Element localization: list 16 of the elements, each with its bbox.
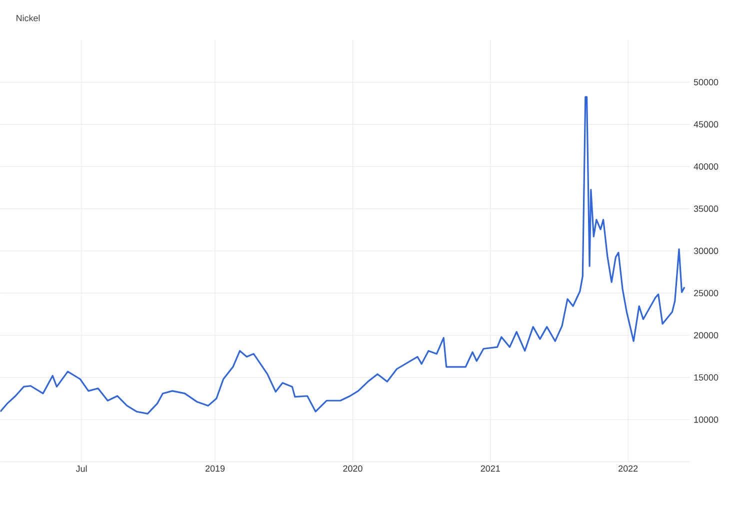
y-tick-label: 25000	[694, 290, 718, 296]
x-tick-label: 2021	[480, 465, 500, 472]
x-tick-label: Jul	[76, 465, 87, 472]
y-tick-label: 45000	[694, 121, 718, 128]
x-tick-label: 2020	[343, 465, 362, 472]
y-tick-label: 15000	[694, 374, 718, 381]
y-tick-label: 50000	[694, 79, 718, 86]
x-tick-label: 2019	[206, 465, 225, 472]
y-tick-label: 30000	[694, 248, 718, 254]
y-tick-label: 35000	[694, 206, 718, 212]
chart-title: Nickel	[16, 14, 40, 22]
y-tick-label: 20000	[694, 332, 718, 339]
y-tick-label: 40000	[694, 163, 718, 170]
line-series	[0, 96, 686, 415]
x-tick-label: 2022	[618, 465, 638, 472]
y-tick-label: 10000	[694, 416, 718, 423]
